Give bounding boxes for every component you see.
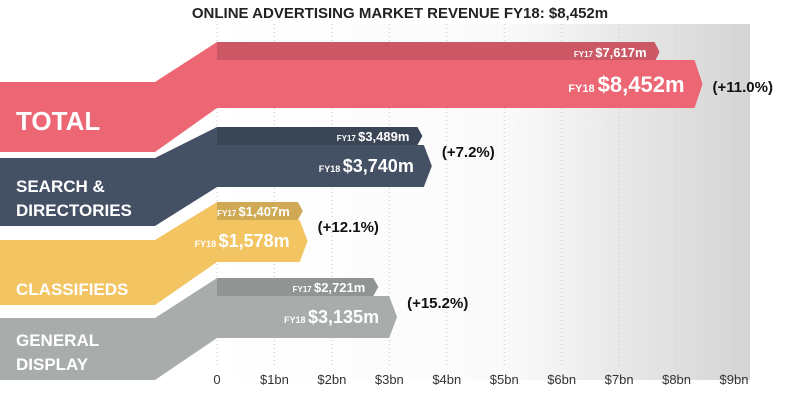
x-tick-label: 0 xyxy=(213,372,220,387)
category-label: GENERAL xyxy=(16,331,99,350)
grid xyxy=(216,24,735,368)
chart-title: ONLINE ADVERTISING MARKET REVENUE FY18: … xyxy=(192,5,608,22)
x-tick-label: $1bn xyxy=(260,372,289,387)
series-tag: FY18 xyxy=(284,315,308,325)
bar-fy17 xyxy=(217,202,303,220)
category-band xyxy=(0,278,217,380)
chart-title-prefix: ONLINE ADVERTISING MARKET REVENUE FY18: xyxy=(192,5,549,22)
value: $3,489m xyxy=(358,129,409,144)
category-band xyxy=(0,202,217,305)
chart-title-value: $8,452m xyxy=(549,5,608,22)
category-band xyxy=(0,42,217,152)
value: $2,721m xyxy=(314,280,365,295)
bar-fy17 xyxy=(217,127,423,145)
x-tick-label: $3bn xyxy=(375,372,404,387)
fy17-data-label: FY17 $3,489m xyxy=(337,129,410,144)
bars xyxy=(217,42,703,338)
labels: FY17 $7,617m FY18 $8,452m (+11.0%) TOTAL FY1… xyxy=(16,45,773,374)
bar-fy18 xyxy=(217,60,703,108)
value: $3,135m xyxy=(308,307,379,327)
x-tick-label: $7bn xyxy=(605,372,634,387)
series-tag: FY17 xyxy=(217,209,238,218)
category-label: SEARCH & xyxy=(16,177,105,196)
bar-fy17 xyxy=(217,42,660,62)
series-tag: FY17 xyxy=(337,134,358,143)
value: $3,740m xyxy=(343,156,414,176)
x-tick-label: $6bn xyxy=(547,372,576,387)
bar-fy18 xyxy=(217,296,398,338)
fy18-data-label: FY18 $1,578m xyxy=(195,231,290,251)
x-tick-label: $9bn xyxy=(720,372,749,387)
growth-label: (+11.0%) xyxy=(713,79,773,96)
growth-label: (+7.2%) xyxy=(442,144,495,161)
fy18-data-label: FY18 $8,452m xyxy=(568,72,684,97)
series-tag: FY17 xyxy=(574,50,595,59)
category-label: CLASSIFIEDS xyxy=(16,280,128,299)
x-tick-label: $5bn xyxy=(490,372,519,387)
series-tag: FY17 xyxy=(293,285,314,294)
value: $7,617m xyxy=(595,45,646,60)
fy17-data-label: FY17 $7,617m xyxy=(574,45,647,60)
series-tag: FY18 xyxy=(568,83,597,95)
bar-fy17 xyxy=(217,278,379,296)
x-tick-label: $2bn xyxy=(317,372,346,387)
bar-fy18 xyxy=(217,145,432,187)
category-label: DIRECTORIES xyxy=(16,201,132,220)
fy18-data-label: FY18 $3,135m xyxy=(284,307,379,327)
category-band xyxy=(0,127,217,226)
growth-label: (+15.2%) xyxy=(407,295,468,312)
fy18-data-label: FY18 $3,740m xyxy=(319,156,414,176)
category-label: TOTAL xyxy=(16,106,100,136)
fy17-data-label: FY17 $1,407m xyxy=(217,204,290,219)
x-tick-label: $4bn xyxy=(432,372,461,387)
value: $1,407m xyxy=(238,204,289,219)
fy17-data-label: FY17 $2,721m xyxy=(293,280,366,295)
x-axis: 0 $1bn $2bn $3bn $4bn $5bn $6bn $7bn $8bn $9bn xyxy=(213,372,748,387)
series-tag: FY18 xyxy=(319,164,343,174)
growth-label: (+12.1%) xyxy=(318,219,379,236)
x-tick-label: $8bn xyxy=(662,372,691,387)
bar-fy18 xyxy=(217,220,308,262)
series-tag: FY18 xyxy=(195,239,219,249)
category-label: DISPLAY xyxy=(16,355,89,374)
bands xyxy=(0,42,217,380)
value: $1,578m xyxy=(219,231,290,251)
value: $8,452m xyxy=(598,72,685,97)
